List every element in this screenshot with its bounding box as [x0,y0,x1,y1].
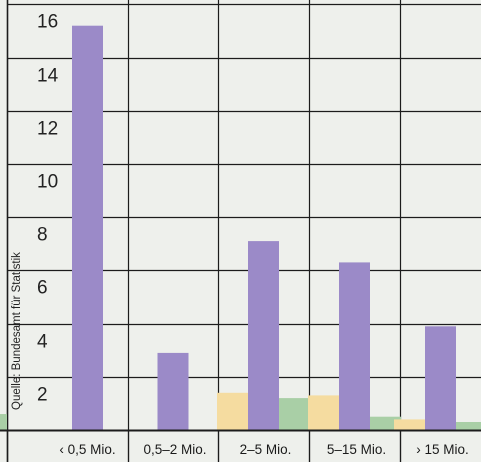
bar-series-1-cat-2 [248,241,279,430]
bar-series-1-cat-3 [339,262,370,430]
bar-series-1-cat-4 [425,326,456,430]
x-category-label: 0,5–2 Mio. [143,442,206,457]
x-category-label: 5–15 Mio. [327,442,386,457]
y-tick-label: 10 [37,172,58,193]
x-category-label: ‹ 0,5 Mio. [59,442,115,457]
bar-series-2-cat-4 [456,422,481,430]
bar-series-1-cat-1 [157,352,189,430]
y-tick-label: 16 [37,12,58,33]
y-tick-label: 4 [37,332,48,353]
bar-series-0-cat-2 [217,392,248,430]
axes [0,429,481,462]
labels: 2 4 6 8 10 12 14 16 ‹ 0,5 Mio. 0,5–2 Mio. 2–5 Mio.… [37,12,469,458]
y-tick-label: 12 [37,119,58,140]
y-tick-label: 14 [37,66,59,87]
x-category-label: 2–5 Mio. [240,442,292,457]
y-tick-label: 6 [37,278,48,299]
bar-series-2-cat-2 [279,398,310,430]
bar-series-0-cat-4 [394,419,425,430]
bar-series-1-cat-0 [72,25,103,430]
bar-series-0-cat-3 [308,395,339,430]
bars [0,25,481,430]
bar-series-2-cat-3 [370,416,401,430]
bar-partial-left [0,414,7,430]
source-note: Quelle: Bundesamt für Statistik [11,252,23,410]
y-tick-label: 8 [37,225,48,246]
y-tick-label: 2 [37,385,48,406]
x-category-label: › 15 Mio. [416,442,469,457]
